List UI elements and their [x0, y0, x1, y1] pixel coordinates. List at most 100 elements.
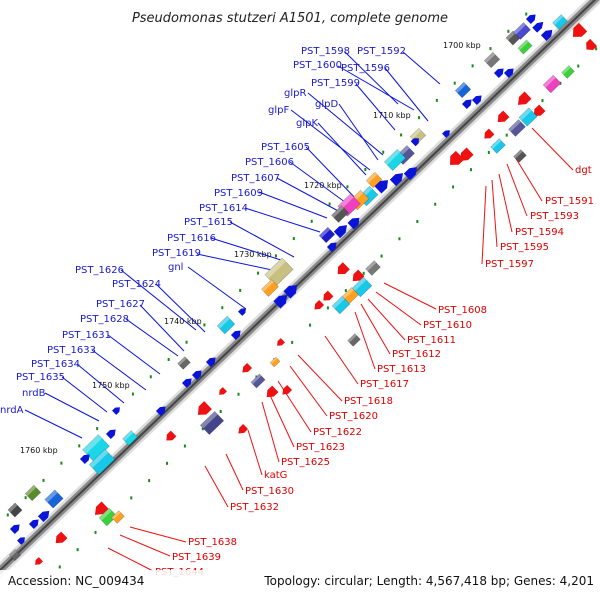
gene-label[interactable]: PST_1633 [47, 345, 96, 356]
leader-lines [24, 51, 574, 572]
tick-dot [24, 496, 27, 500]
leader-line-forward [125, 318, 179, 357]
gene-label[interactable]: PST_1623 [296, 442, 345, 453]
tick-dot [487, 150, 490, 154]
gene-label[interactable]: PST_1606 [245, 157, 294, 168]
gene-arrow-forward [79, 454, 90, 464]
gene-label[interactable]: PST_1591 [545, 196, 594, 207]
gene-label[interactable]: PST_1634 [31, 359, 80, 370]
gene-label[interactable]: PST_1594 [515, 227, 564, 238]
gene-label[interactable]: PST_1630 [245, 486, 294, 497]
gene-box [177, 356, 191, 370]
gene-label[interactable]: dgt [575, 165, 592, 176]
gene-label[interactable]: PST_1595 [500, 242, 549, 253]
tick-dot [507, 29, 510, 33]
gene-label[interactable]: PST_1627 [96, 299, 145, 310]
gene-label[interactable]: glpK [296, 118, 318, 129]
leader-line-reverse [297, 354, 343, 402]
gene-feature [533, 104, 546, 117]
gene-box [7, 502, 23, 518]
tick-dot [435, 98, 438, 102]
gene-label[interactable]: PST_1626 [75, 265, 124, 276]
tick-dot [452, 185, 455, 189]
gene-feature [282, 385, 293, 395]
tick-dot [505, 133, 508, 137]
leader-line-forward [44, 392, 100, 422]
gene-feature [508, 119, 526, 137]
gene-feature [238, 308, 246, 316]
gene-box-shine [250, 373, 262, 385]
gene-label[interactable]: gnl [168, 262, 183, 273]
gene-label[interactable]: glpD [315, 99, 338, 110]
gene-arrow-forward [471, 95, 482, 105]
gene-box [111, 510, 125, 524]
gene-feature [98, 507, 118, 527]
gene-box-shine [99, 508, 112, 521]
gene-feature [264, 257, 294, 287]
gene-label[interactable]: PST_1593 [530, 211, 579, 222]
gene-label[interactable]: PST_1617 [360, 379, 409, 390]
gene-box-shine [490, 138, 502, 150]
leader-line-forward [402, 51, 441, 85]
gene-label[interactable]: PST_1616 [167, 233, 216, 244]
gene-label[interactable]: PST_1613 [377, 364, 426, 375]
gene-label[interactable]: nrdB [22, 388, 46, 399]
gene-arrow-forward [230, 330, 241, 340]
gene-label[interactable]: PST_1632 [230, 502, 279, 513]
gene-arrow-reverse [533, 104, 546, 117]
gene-box-shine [513, 149, 523, 159]
gene-feature [9, 524, 20, 534]
gene-arrow-forward [410, 138, 419, 147]
leader-line-forward [107, 334, 161, 375]
gene-label[interactable]: glpF [268, 105, 289, 116]
gene-label[interactable]: PST_1624 [112, 279, 161, 290]
gene-label[interactable]: PST_1610 [423, 320, 472, 331]
leader-line-reverse [268, 392, 295, 448]
tick-dot [219, 410, 222, 413]
gene-label[interactable]: PST_1639 [172, 552, 221, 563]
gene-label[interactable]: PST_1622 [313, 427, 362, 438]
gene-label[interactable]: PST_1600 [293, 60, 342, 71]
gene-feature [347, 217, 360, 230]
gene-label[interactable]: PST_1599 [311, 78, 360, 89]
gene-label[interactable]: PST_1612 [392, 349, 441, 360]
tick-dot [400, 133, 403, 137]
gene-label[interactable]: PST_1607 [231, 173, 280, 184]
gene-label[interactable]: PST_1605 [261, 142, 310, 153]
gene-label[interactable]: PST_1619 [152, 248, 201, 259]
gene-label[interactable]: nrdA [0, 405, 24, 416]
gene-label[interactable]: PST_1635 [16, 372, 65, 383]
gene-label[interactable]: PST_1618 [344, 396, 393, 407]
gene-label[interactable]: PST_1631 [62, 330, 111, 341]
gene-label[interactable]: PST_1597 [485, 259, 534, 270]
gene-label[interactable]: PST_1598 [301, 46, 350, 57]
gene-label[interactable]: PST_1628 [80, 314, 129, 325]
gene-label[interactable]: katG [264, 470, 287, 481]
gene-feature [517, 91, 532, 105]
leader-line-forward [187, 266, 247, 310]
gene-label[interactable]: PST_1611 [407, 335, 456, 346]
gene-label[interactable]: glpR [284, 88, 306, 99]
gene-label[interactable]: PST_1609 [214, 188, 263, 199]
gene-label[interactable]: PST_1614 [199, 203, 248, 214]
gene-label[interactable]: PST_1615 [184, 217, 233, 228]
gene-label[interactable]: PST_1596 [341, 63, 390, 74]
tick-dot [203, 323, 206, 327]
gene-feature [454, 81, 472, 99]
gene-arrow-forward [326, 242, 337, 252]
gene-arrow-reverse [586, 38, 598, 50]
tick-dot [274, 254, 277, 258]
gene-box [98, 507, 118, 527]
leader-line-forward [384, 67, 429, 122]
gene-arrow-forward [283, 285, 298, 299]
gene-label[interactable]: PST_1620 [329, 411, 378, 422]
gene-label[interactable]: PST_1638 [188, 537, 237, 548]
gene-label[interactable]: PST_1592 [357, 46, 406, 57]
leader-line-forward [244, 207, 321, 233]
leader-line-reverse [354, 311, 376, 370]
gene-label[interactable]: PST_1625 [281, 457, 330, 468]
gene-box-shine [82, 434, 103, 454]
gene-feature [250, 373, 266, 389]
gene-label[interactable]: PST_1608 [438, 305, 487, 316]
